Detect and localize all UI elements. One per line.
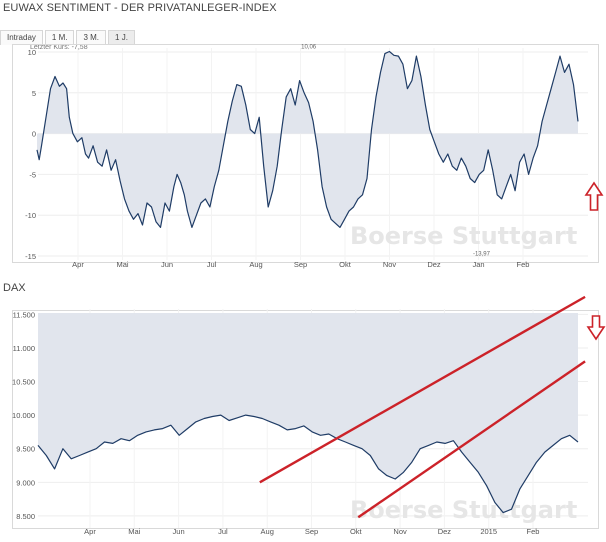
sentiment-month-label: Feb xyxy=(517,260,530,269)
tab-intraday[interactable]: Intraday xyxy=(0,30,43,45)
dax-plot-frame xyxy=(12,310,599,529)
dax-title: DAX xyxy=(3,282,26,294)
sentiment-up-arrow-icon xyxy=(584,181,604,211)
dax-ytick-label: 11.000 xyxy=(13,344,35,353)
sentiment-month-label: Apr xyxy=(72,260,84,269)
dax-trend-line xyxy=(259,295,586,484)
sentiment-series-area xyxy=(37,51,578,228)
dax-month-label: Dez xyxy=(438,527,452,536)
dax-series-area xyxy=(38,313,578,513)
dax-month-label: Apr xyxy=(84,527,96,536)
sentiment-month-label: Sep xyxy=(294,260,307,269)
sentiment-annotation: 10,06 xyxy=(301,45,317,51)
dax-ytick-label: 9.000 xyxy=(16,478,35,487)
dax-ytick-label: 9.500 xyxy=(16,445,35,454)
dax-month-label: Sep xyxy=(305,527,318,536)
timeframe-tabs: Intraday 1 M. 3 M. 1 J. xyxy=(0,30,137,45)
dax-trend-line xyxy=(357,360,586,519)
dax-month-label: 2015 xyxy=(480,527,497,536)
sentiment-ytick-label: -10 xyxy=(25,211,36,220)
sentiment-series-line xyxy=(36,50,579,228)
dax-month-label: Jul xyxy=(218,527,228,536)
dax-month-label: Nov xyxy=(393,527,407,536)
sentiment-plot-frame xyxy=(12,44,599,263)
sentiment-month-label: Jun xyxy=(161,260,173,269)
sentiment-month-label: Aug xyxy=(249,260,262,269)
dax-month-label: Mai xyxy=(128,527,140,536)
dax-month-label: Feb xyxy=(527,527,540,536)
sentiment-month-label: Jan xyxy=(472,260,484,269)
dax-ytick-label: 10.500 xyxy=(12,378,35,387)
sentiment-month-label: Jul xyxy=(207,260,217,269)
tab-1y[interactable]: 1 J. xyxy=(108,30,135,45)
tab-3m[interactable]: 3 M. xyxy=(76,30,107,45)
dax-ytick-label: 8.500 xyxy=(16,512,35,521)
dax-month-label: Okt xyxy=(350,527,363,536)
sentiment-ytick-label: 5 xyxy=(32,89,36,98)
dax-month-label: Jun xyxy=(173,527,185,536)
dax-month-label: Aug xyxy=(261,527,274,536)
dax-series-line xyxy=(37,414,579,514)
sentiment-ytick-label: 10 xyxy=(28,48,36,57)
dax-watermark: Boerse Stuttgart xyxy=(350,496,577,524)
sentiment-month-label: Okt xyxy=(339,260,352,269)
tab-1m[interactable]: 1 M. xyxy=(44,30,75,45)
sentiment-ytick-label: -15 xyxy=(25,252,36,261)
last-price-label: Letzter Kurs: -7,58 xyxy=(30,44,88,51)
dax-ytick-label: 11.500 xyxy=(13,310,35,319)
sentiment-annotation: -13,97 xyxy=(473,252,491,258)
sentiment-month-label: Nov xyxy=(383,260,397,269)
sentiment-ytick-label: -5 xyxy=(29,170,36,179)
sentiment-month-label: Dez xyxy=(427,260,441,269)
sentiment-month-label: Mai xyxy=(116,260,128,269)
sentiment-watermark: Boerse Stuttgart xyxy=(350,222,577,250)
dax-down-arrow-icon xyxy=(586,315,606,341)
sentiment-ytick-label: 0 xyxy=(32,130,36,139)
dax-ytick-label: 10.000 xyxy=(12,411,35,420)
chart-title: EUWAX SENTIMENT - DER PRIVATANLEGER-INDE… xyxy=(3,2,277,14)
